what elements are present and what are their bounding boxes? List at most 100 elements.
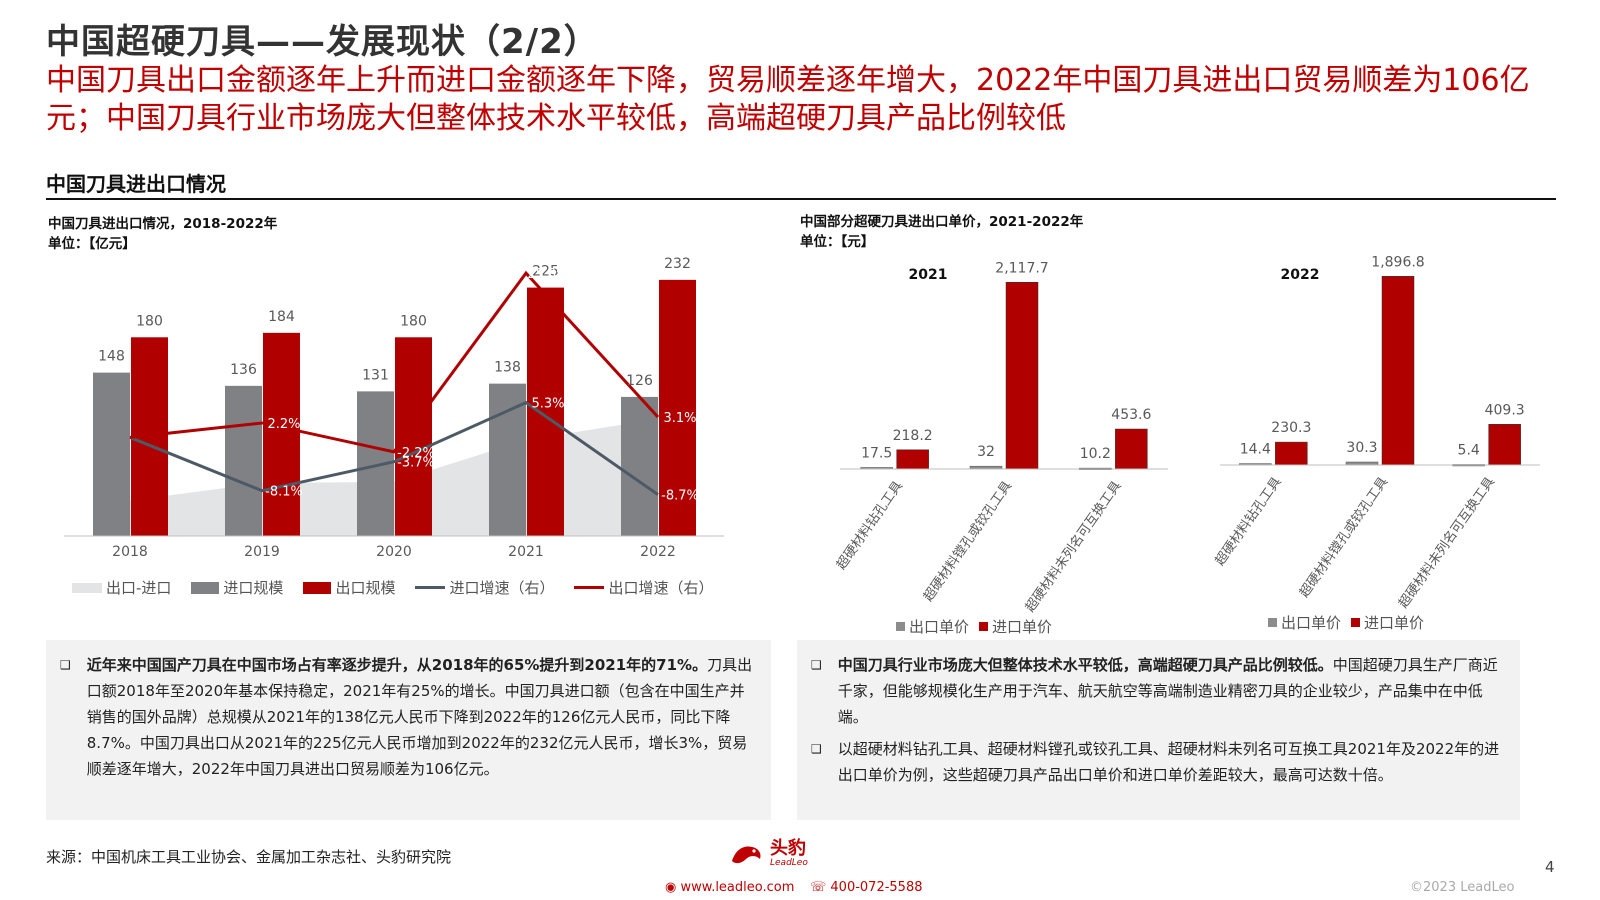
- import-bar: [621, 396, 658, 536]
- legend-swatch-export-growth: [574, 586, 605, 589]
- export-price-label: 14.4: [1240, 442, 1271, 458]
- legend-swatch-import-growth: [415, 586, 446, 589]
- right-summary-box: ❑ 中国刀具行业市场庞大但整体技术水平较低，高端超硬刀具产品比例较低。中国超硬刀…: [797, 640, 1520, 820]
- page-title: 中国超硬刀具——发展现状（2/2）: [46, 22, 599, 62]
- bullet-icon: ❑: [60, 658, 71, 672]
- export-value-label: 232: [664, 256, 691, 272]
- section-title: 中国刀具进出口情况: [46, 172, 226, 196]
- bullet-icon: ❑: [811, 658, 822, 672]
- x-tick-label: 2018: [112, 544, 148, 560]
- import-price-label: 230.3: [1271, 420, 1311, 436]
- export-price-label: 30.3: [1346, 440, 1377, 456]
- legend-label-import-price: 进口单价: [992, 618, 1053, 636]
- export-price-label: 10.2: [1080, 446, 1111, 462]
- legend-label-export-growth: 出口增速（右）: [608, 579, 714, 597]
- import-growth-label: -8.7%: [661, 489, 699, 504]
- import-price-bar: [896, 449, 929, 470]
- import-value-label: 131: [362, 367, 389, 383]
- legend-item-export-growth: 出口增速（右）: [574, 577, 713, 598]
- legend-label-import: 进口规模: [223, 579, 284, 597]
- left-chart-legend: 出口-进口 进口规模 出口规模 进口增速（右） 出口增速（右）: [72, 577, 713, 598]
- legend-swatch-import: [191, 581, 220, 594]
- legend-label-import-price: 进口单价: [1364, 614, 1425, 632]
- left-summary-normal: 刀具出口额2018年至2020年基本保持稳定，2021年有25%的增长。中国刀具…: [86, 656, 753, 778]
- export-growth-label: 25.0%: [527, 267, 568, 282]
- import-price-bar: [1488, 424, 1521, 466]
- right-summary-text-1: 中国刀具行业市场庞大但整体技术水平较低，高端超硬刀具产品比例较低。中国超硬刀具生…: [838, 652, 1506, 730]
- right-chart-unit: 单位：【元】: [800, 234, 875, 250]
- left-summary-bullet: ❑ 近年来中国国产刀具在中国市场占有率逐步提升，从2018年的65%提升到202…: [60, 652, 757, 782]
- import-price-label: 1,896.8: [1371, 255, 1424, 270]
- legend-swatch-import-price: [979, 622, 989, 631]
- page-subtitle: 中国刀具出口金额逐年上升而进口金额逐年下降，贸易顺差逐年增大，2022年中国刀具…: [46, 63, 1530, 136]
- left-chart-caption: 中国刀具进出口情况，2018-2022年: [48, 216, 278, 232]
- import-bar: [93, 372, 130, 536]
- import-price-label: 409.3: [1485, 402, 1525, 418]
- legend-item-import-price-2021: 进口单价: [979, 616, 1052, 637]
- legend-swatch-export: [303, 581, 332, 594]
- chart-2021-legend: 出口单价 进口单价: [896, 616, 1052, 637]
- chart-2022-title: 2022: [1281, 267, 1320, 283]
- legend-item-diff: 出口-进口: [72, 577, 171, 598]
- legend-swatch-import-price: [1351, 618, 1361, 627]
- legend-swatch-export-price: [896, 622, 905, 631]
- export-value-label: 180: [136, 313, 163, 329]
- export-growth-line: [129, 270, 660, 454]
- x-tick-label: 2019: [244, 544, 280, 560]
- left-summary-text: 近年来中国国产刀具在中国市场占有率逐步提升，从2018年的65%提升到2021年…: [87, 652, 757, 782]
- website-link[interactable]: ◉ www.leadleo.com: [665, 880, 794, 895]
- right-summary-bullet-1: ❑ 中国刀具行业市场庞大但整体技术水平较低，高端超硬刀具产品比例较低。中国超硬刀…: [811, 652, 1506, 730]
- legend-swatch-export-price: [1268, 618, 1277, 627]
- legend-label-export: 出口规模: [335, 579, 396, 597]
- import-price-bar: [1275, 441, 1308, 466]
- x-tick-label: 2020: [376, 544, 412, 560]
- category-tick-label: 超硬材料镗孔或铰孔工具: [1297, 475, 1391, 601]
- right-summary-normal: 中国超硬刀具生产厂商近千家，但能够规模化生产用于汽车、航天航空等高端制造业精密刀…: [837, 656, 1498, 726]
- legend-label-import-growth: 进口增速（右）: [449, 579, 555, 597]
- page-number: 4: [1545, 858, 1555, 876]
- export-price-label: 5.4: [1458, 442, 1480, 458]
- phone-text: 400-072-5588: [830, 880, 923, 895]
- category-tick-label: 超硬材料未列名可互换工具: [1022, 478, 1125, 615]
- import-growth-label: 5.3%: [531, 397, 564, 412]
- export-bar: [263, 332, 300, 536]
- chart-2021-title: 2021: [909, 267, 948, 283]
- legend-label-diff: 出口-进口: [106, 579, 172, 597]
- right-summary-bold: 中国刀具行业市场庞大但整体技术水平较低，高端超硬刀具产品比例较低。: [837, 656, 1333, 674]
- import-value-label: 136: [230, 362, 257, 378]
- import-price-bar: [1381, 276, 1415, 466]
- import-growth-label: -3.7%: [397, 456, 435, 471]
- right-summary-bullet-2: ❑ 以超硬材料钻孔工具、超硬材料镗孔或铰孔工具、超硬材料未列名可互换工具2021…: [811, 736, 1506, 788]
- leadleo-logo: 头豹 LeadLeo: [730, 840, 808, 868]
- category-tick-label: 超硬材料钻孔工具: [834, 479, 906, 573]
- export-bar: [395, 337, 432, 536]
- x-tick-label: 2021: [508, 544, 544, 560]
- right-chart-caption: 中国部分超硬刀具进出口单价，2021-2022年: [800, 214, 1084, 230]
- legend-item-import: 进口规模: [191, 577, 283, 598]
- legend-item-import-price-2022: 进口单价: [1351, 612, 1424, 633]
- section-divider: [46, 198, 1556, 200]
- left-summary-box: ❑ 近年来中国国产刀具在中国市场占有率逐步提升，从2018年的65%提升到202…: [46, 640, 771, 820]
- category-tick-label: 超硬材料钻孔工具: [1213, 475, 1285, 569]
- export-value-label: 184: [268, 309, 295, 325]
- import-growth-line: [129, 400, 659, 496]
- legend-item-export-price-2022: 出口单价: [1268, 612, 1341, 633]
- logo-text: 头豹: [770, 838, 806, 859]
- x-tick-label: 2022: [640, 544, 676, 560]
- export-price-label: 32: [977, 444, 995, 460]
- website-text: www.leadleo.com: [680, 880, 795, 895]
- import-value-label: 148: [98, 349, 125, 365]
- import-bar: [225, 385, 262, 536]
- export-growth-label: 2.2%: [267, 417, 300, 432]
- import-price-bar: [1115, 428, 1148, 470]
- phone-contact: ☏ 400-072-5588: [810, 880, 923, 895]
- legend-swatch-diff: [72, 582, 102, 593]
- legend-label-export-price: 出口单价: [909, 618, 970, 636]
- export-value-label: 180: [400, 313, 427, 329]
- copyright: ©2023 LeadLeo: [1410, 880, 1515, 895]
- legend-label-export-price: 出口单价: [1281, 614, 1342, 632]
- export-bar: [659, 279, 696, 536]
- import-value-label: 126: [626, 373, 653, 389]
